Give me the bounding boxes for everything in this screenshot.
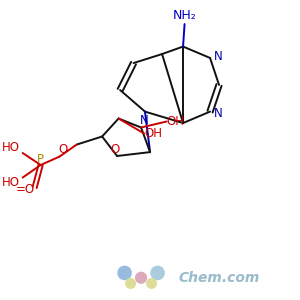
Circle shape bbox=[151, 266, 164, 280]
Circle shape bbox=[147, 279, 156, 288]
Text: NH₂: NH₂ bbox=[173, 9, 196, 22]
Circle shape bbox=[118, 266, 131, 280]
Text: HO: HO bbox=[2, 141, 20, 154]
Text: P: P bbox=[37, 153, 44, 166]
Text: N: N bbox=[214, 106, 223, 120]
Text: N: N bbox=[214, 50, 223, 63]
Text: OH: OH bbox=[167, 115, 184, 128]
Text: =O: =O bbox=[16, 183, 34, 196]
Text: Chem.com: Chem.com bbox=[178, 271, 260, 285]
Text: OH: OH bbox=[144, 127, 162, 140]
Text: HO: HO bbox=[2, 176, 20, 190]
Circle shape bbox=[126, 279, 135, 288]
Circle shape bbox=[136, 272, 146, 283]
Text: N: N bbox=[140, 113, 148, 127]
Text: O: O bbox=[58, 143, 67, 157]
Text: O: O bbox=[110, 143, 119, 156]
